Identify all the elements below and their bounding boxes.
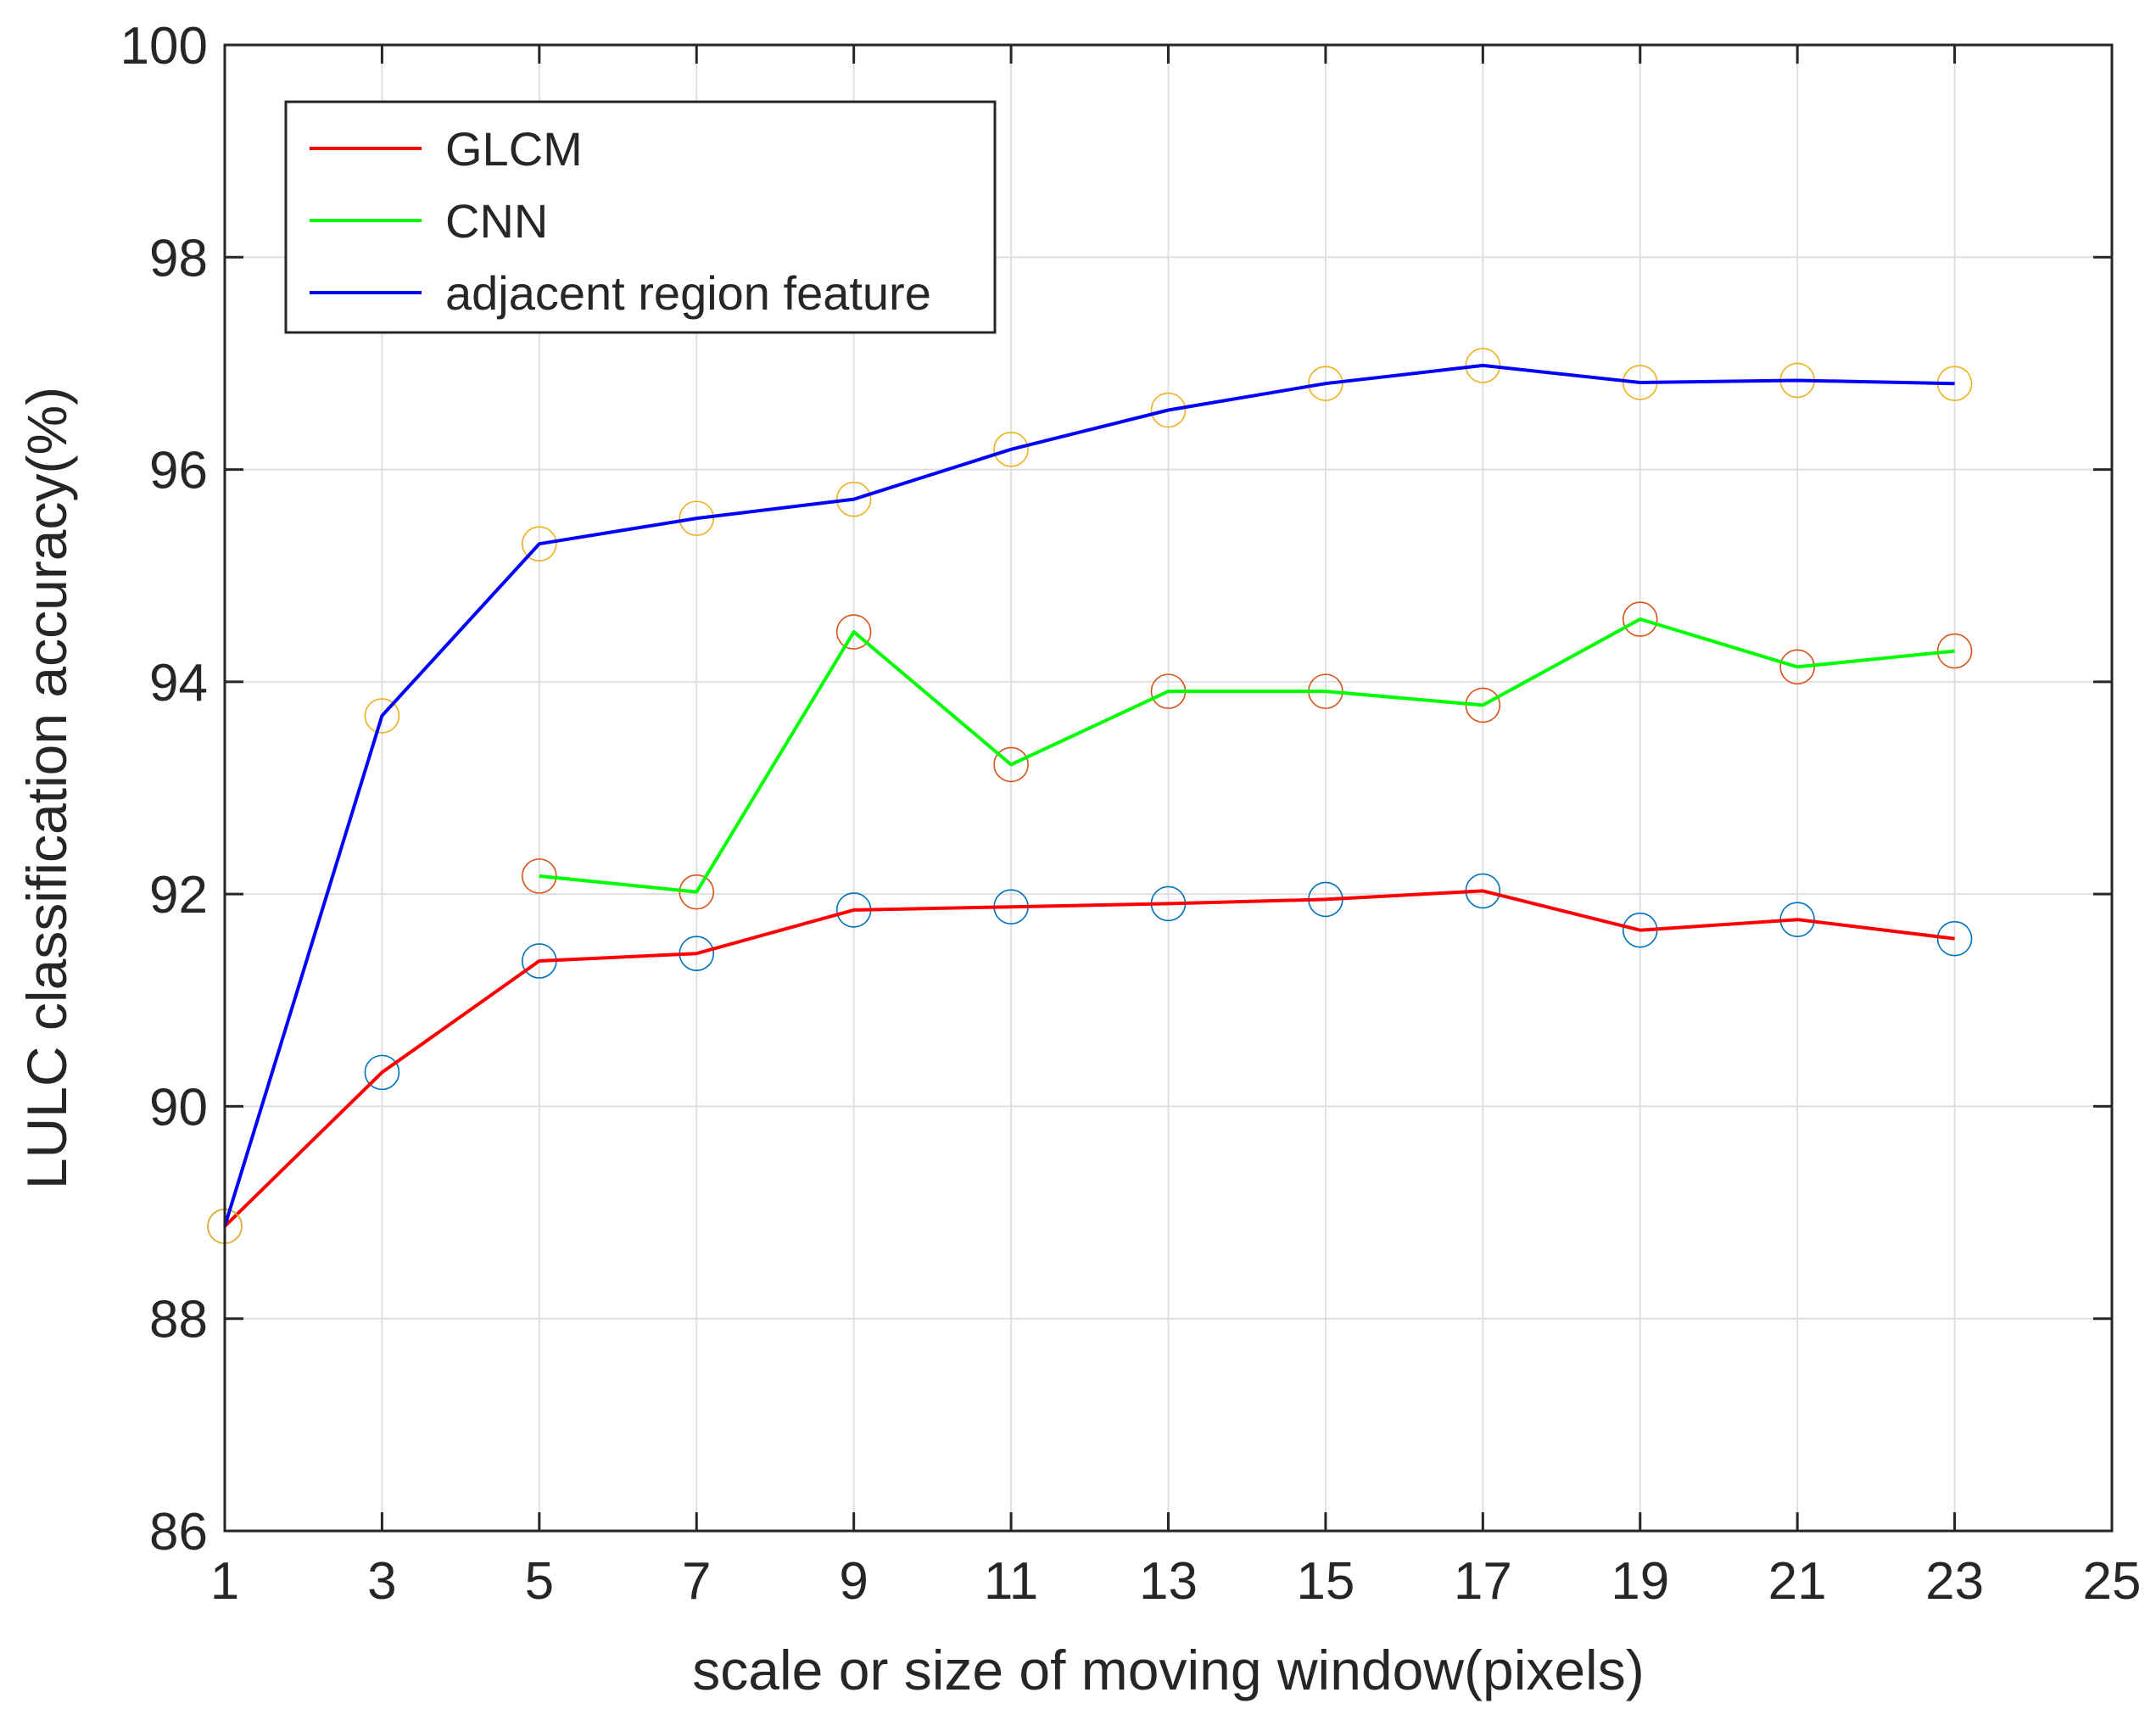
data-point-marker <box>522 858 557 894</box>
series-line <box>223 889 1955 1228</box>
data-point-marker <box>835 481 872 517</box>
y-tick-label: 88 <box>149 1291 208 1349</box>
x-axis-label: scale or size of moving window(pixels) <box>692 1639 1644 1701</box>
series-line <box>539 617 1955 894</box>
y-tick-label: 98 <box>149 229 208 288</box>
legend: GLCM CNN adjacent region feature <box>284 100 997 334</box>
legend-label: GLCM <box>445 122 583 176</box>
data-point-marker <box>1150 392 1187 428</box>
legend-label: adjacent region feature <box>445 266 931 320</box>
x-tick-label: 21 <box>1768 1552 1827 1611</box>
series-line <box>223 363 1955 1227</box>
legend-label: CNN <box>445 194 548 248</box>
x-tick-label: 13 <box>1139 1552 1198 1611</box>
y-tick-label: 94 <box>149 654 208 712</box>
y-axis-label: LULC classification accuracy(%) <box>15 387 78 1189</box>
data-point-marker <box>522 526 557 561</box>
x-tick-label: 1 <box>210 1552 239 1611</box>
data-point-marker <box>1779 649 1815 685</box>
data-point-marker <box>1622 601 1658 637</box>
y-tick-label: 100 <box>120 17 208 75</box>
data-point-marker <box>993 746 1029 783</box>
y-tick-label: 92 <box>149 866 208 924</box>
y-tick-label: 86 <box>149 1503 208 1561</box>
data-point-marker <box>1936 920 1973 957</box>
data-point-marker <box>993 431 1029 467</box>
x-tick-label: 3 <box>367 1552 396 1611</box>
y-tick-label: 90 <box>149 1078 208 1137</box>
data-point-marker <box>835 614 872 650</box>
data-point-marker <box>364 698 400 734</box>
x-tick-label: 19 <box>1611 1552 1669 1611</box>
x-tick-label: 5 <box>525 1552 554 1611</box>
data-point-marker <box>1308 366 1343 402</box>
x-tick-label: 9 <box>839 1552 868 1611</box>
x-tick-label: 11 <box>984 1552 1038 1611</box>
data-point-marker <box>1465 348 1501 383</box>
x-tick-label: 23 <box>1925 1552 1984 1611</box>
x-tick-label: 15 <box>1296 1552 1354 1611</box>
x-tick-label: 17 <box>1454 1552 1512 1611</box>
data-point-marker <box>1936 633 1973 669</box>
series-group <box>207 348 1973 1244</box>
x-tick-label: 25 <box>2083 1552 2142 1611</box>
data-point-marker <box>679 874 715 910</box>
data-point-marker <box>364 1054 400 1091</box>
series-cnn <box>522 601 1973 910</box>
x-tick-label: 7 <box>682 1552 711 1611</box>
y-tick-label: 96 <box>149 442 208 500</box>
data-point-marker <box>679 500 715 536</box>
